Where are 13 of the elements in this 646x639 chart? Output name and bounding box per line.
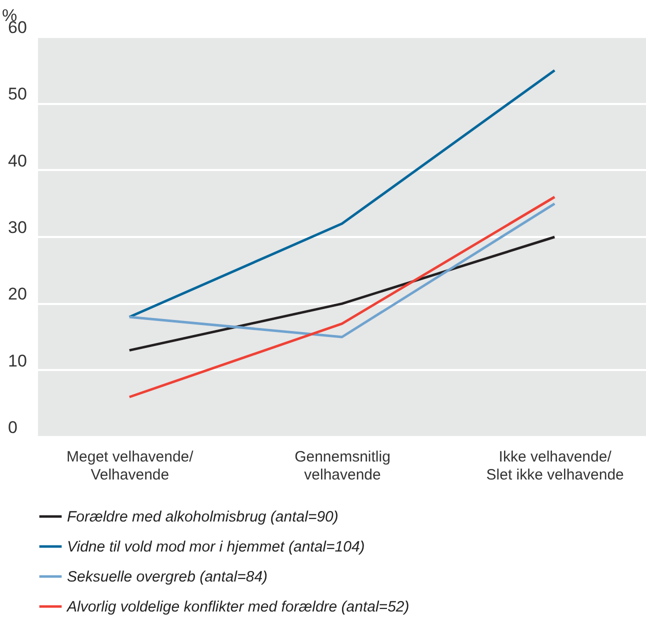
legend-label: Vidne til vold mod mor i hjemmet (antal=104)	[67, 538, 365, 556]
y-tick-label: 40	[8, 151, 27, 170]
x-tick-label: Ikke velhavende/ Slet ikke velhavende	[486, 448, 624, 484]
legend-label: Alvorlig voldelige konflikter med forældre (antal=52)	[66, 598, 410, 616]
legend-label: Seksuelle overgreb (antal=84)	[67, 568, 268, 586]
x-tick-label: Meget velhavende/ Velhavende	[66, 448, 194, 484]
y-tick-label: 50	[8, 84, 27, 104]
y-tick-label: 20	[8, 284, 27, 304]
x-tick-label: Gennemsnitlig velhavende	[294, 448, 390, 484]
y-tick-label: 30	[8, 218, 27, 237]
legend-label: Forældre med alkoholmisbrug (antal=90)	[67, 508, 338, 526]
y-tick-label: 10	[8, 351, 27, 370]
y-tick-label: 0	[8, 418, 18, 437]
